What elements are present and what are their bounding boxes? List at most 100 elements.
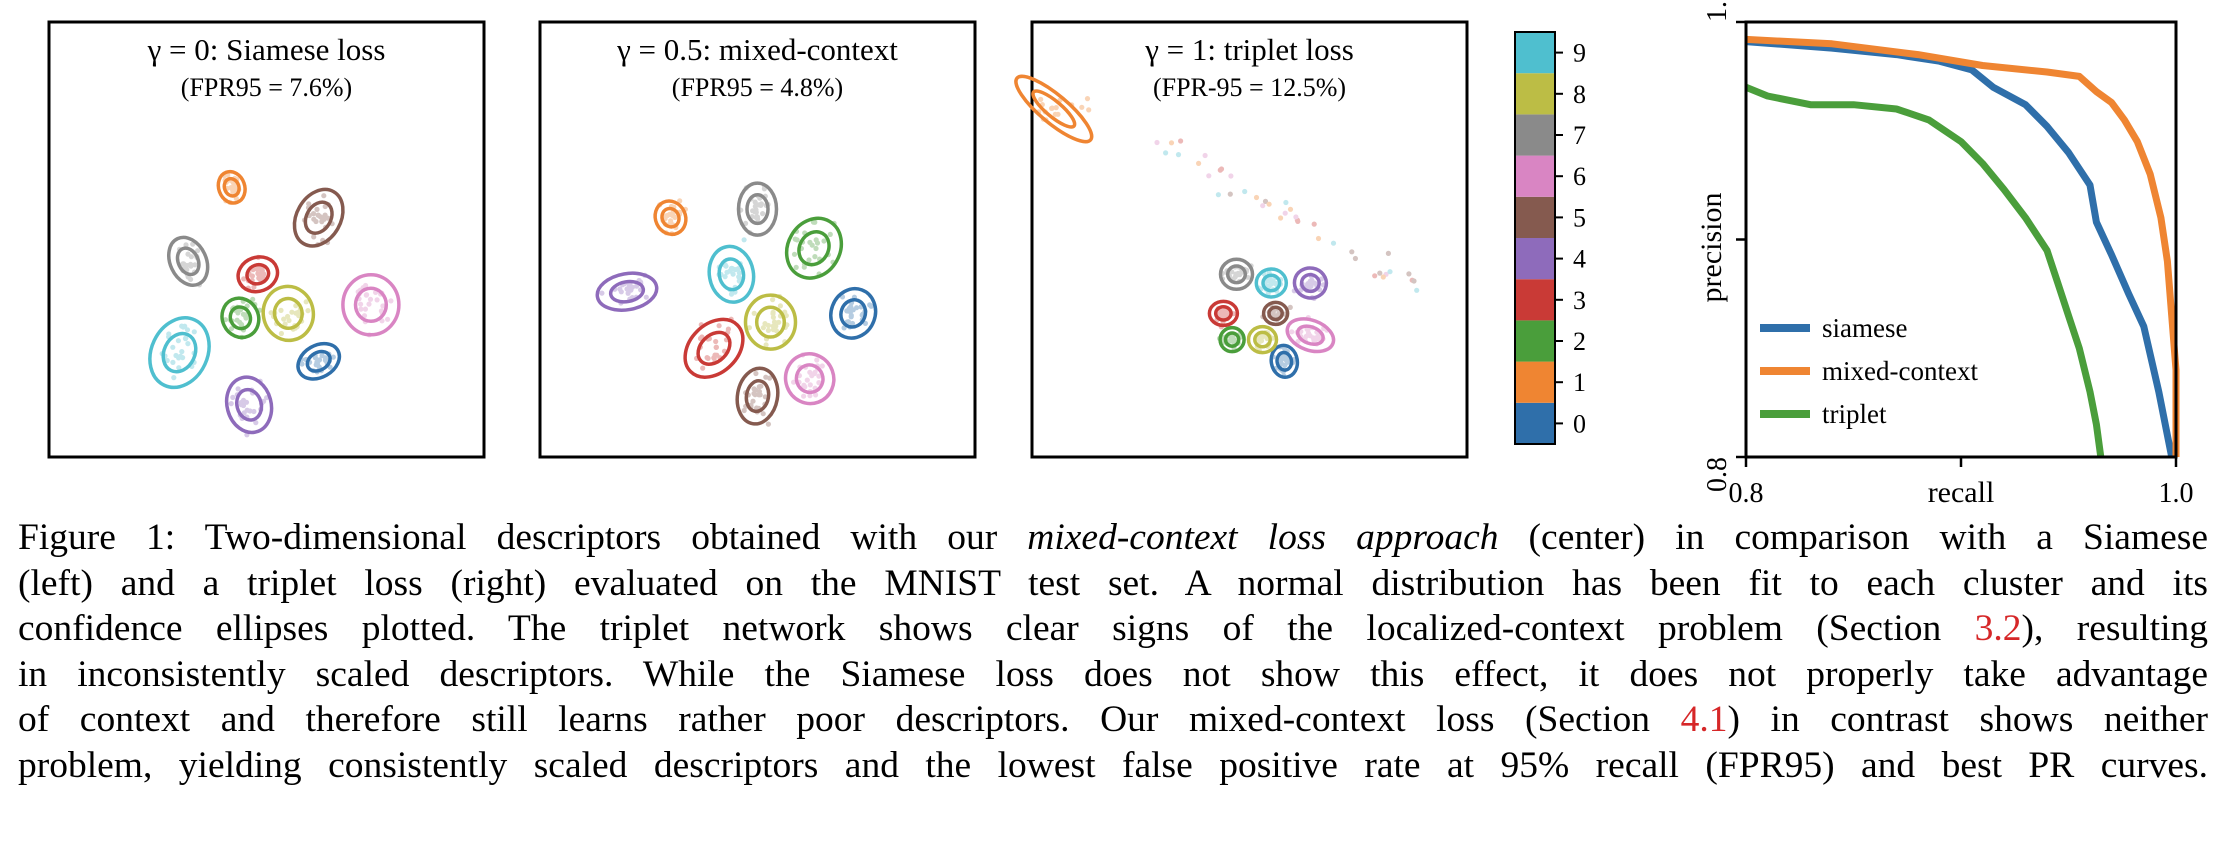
scatter-point-class-6 [816,380,822,386]
pr-curve-plot: 0.8 1.0 0.8 1.0 recall precision siamese mixed-… [1695,0,2194,509]
scatter-point-class-0 [299,361,305,367]
section-ref-link[interactable]: 3.2 [1974,608,2022,649]
scatter-point-class-9 [191,329,197,335]
confidence-ellipse-class-3 [1207,299,1240,328]
scatter-point-class-4 [230,394,236,400]
colorbar-swatch-0 [1515,402,1555,444]
scatter-point-class-5 [319,219,325,225]
scatter-point-class-9 [1266,283,1272,289]
scatter-point-class-3 [1372,273,1378,279]
scatter-point-class-6 [801,382,807,388]
scatter-point-class-3 [259,269,265,275]
colorbar-tick-label: 0 [1573,409,1586,438]
colorbar-tick-label: 6 [1573,162,1586,191]
confidence-ellipse-class-1 [216,169,247,205]
scatter-point-class-3 [261,271,267,277]
colorbar-swatch-2 [1515,320,1555,362]
scatter-point-class-7 [754,214,761,220]
caption-line: of context and therefore still learns ra… [18,697,2208,743]
confidence-ellipse-class-7 [1218,257,1255,292]
scatter-point-class-5 [317,214,324,220]
scatter-point-class-7 [192,262,198,268]
scatter-point-class-3 [725,326,732,332]
scatter-point-class-8 [773,328,780,334]
confidence-ellipse-class-8 [743,293,798,351]
confidence-ellipse-class-9 [148,316,211,390]
scatter-point-class-1 [1266,201,1272,207]
scatter-point-class-2 [812,219,818,225]
scatter-point-class-6 [1311,338,1317,344]
scatter-point-class-6 [1260,203,1266,209]
scatter-point-class-7 [1232,274,1238,280]
scatter-point-class-9 [180,324,186,330]
scatter-point-class-9 [730,271,736,277]
scatter-point-class-7 [188,276,194,282]
scatter-point-class-4 [627,286,634,292]
scatter-point-class-3 [1218,166,1225,172]
scatter-point-class-8 [1256,336,1262,342]
scatter-point-class-5 [315,212,321,218]
scatter-point-class-7 [758,202,764,208]
scatter-point-class-2 [827,231,833,237]
scatter-point-class-5 [765,421,772,427]
ellipse-inner [754,305,787,339]
scatter-point-class-5 [310,211,317,217]
scatter-point-class-7 [1237,272,1243,278]
scatter-point-class-2 [812,254,818,260]
confidence-ellipse-class-4 [595,271,659,312]
scatter-point-class-6 [809,373,815,379]
scatter-point-class-9 [1175,152,1182,158]
scatter-point-class-9 [184,327,191,333]
scatter-point-class-9 [180,355,186,361]
scatter-point-class-1 [1079,104,1085,110]
section-ref-link[interactable]: 4.1 [1680,699,1728,740]
scatter-point-class-4 [244,407,250,413]
scatter-point-class-6 [802,384,808,390]
scatter-point-class-2 [1227,338,1234,344]
colorbar-swatch-6 [1515,155,1555,197]
scatter-point-class-8 [305,308,311,314]
scatter-point-class-3 [1221,308,1227,314]
scatter-point-class-9 [1266,278,1272,284]
scatter-point-class-8 [776,319,782,325]
scatter-point-class-7 [755,216,761,222]
scatter-point-class-0 [845,308,852,314]
colorbar-swatch-3 [1515,279,1555,321]
scatter-point-class-0 [849,320,856,327]
scatter-point-class-8 [1256,337,1262,343]
scatter-point-class-5 [1406,271,1412,277]
scatter-point-class-6 [1310,335,1316,341]
scatter-point-class-1 [232,187,238,193]
scatter-point-class-2 [806,257,812,263]
scatter-point-class-8 [770,311,776,317]
scatter-point-class-5 [1287,304,1293,310]
caption-emphasis: mixed-context loss approach [1027,517,1499,558]
ellipse-inner [608,279,646,304]
scatter-point-class-1 [230,187,236,193]
ellipse-outer [1285,317,1336,354]
scatter-point-class-5 [753,387,759,393]
scatter-point-class-1 [232,186,238,192]
scatter-point-class-9 [732,267,739,273]
scatter-point-class-6 [814,357,820,363]
scatter-point-class-2 [1231,337,1237,343]
scatter-point-class-2 [234,317,240,323]
panel-frame [1030,20,1469,459]
scatter-point-class-4 [240,397,247,403]
caption-line: problem, yielding consistently scaled de… [18,744,2208,786]
ellipse-inner [235,387,264,422]
scatter-point-class-5 [315,212,322,218]
scatter-point-class-1 [1196,160,1202,166]
scatter-point-class-7 [756,202,762,208]
scatter-point-class-4 [251,408,257,415]
scatter-point-class-5 [311,216,317,222]
confidence-ellipse-class-2 [220,296,261,340]
scatter-point-class-3 [711,355,717,361]
ellipse-inner [1213,305,1233,322]
ellipse-outer [707,244,756,304]
scatter-point-class-3 [1220,312,1226,318]
colorbar-tick-label: 9 [1573,39,1586,68]
scatter-point-class-0 [1285,359,1291,365]
colorbar-tick-label: 8 [1573,80,1586,109]
scatter-point-class-7 [1235,270,1241,276]
